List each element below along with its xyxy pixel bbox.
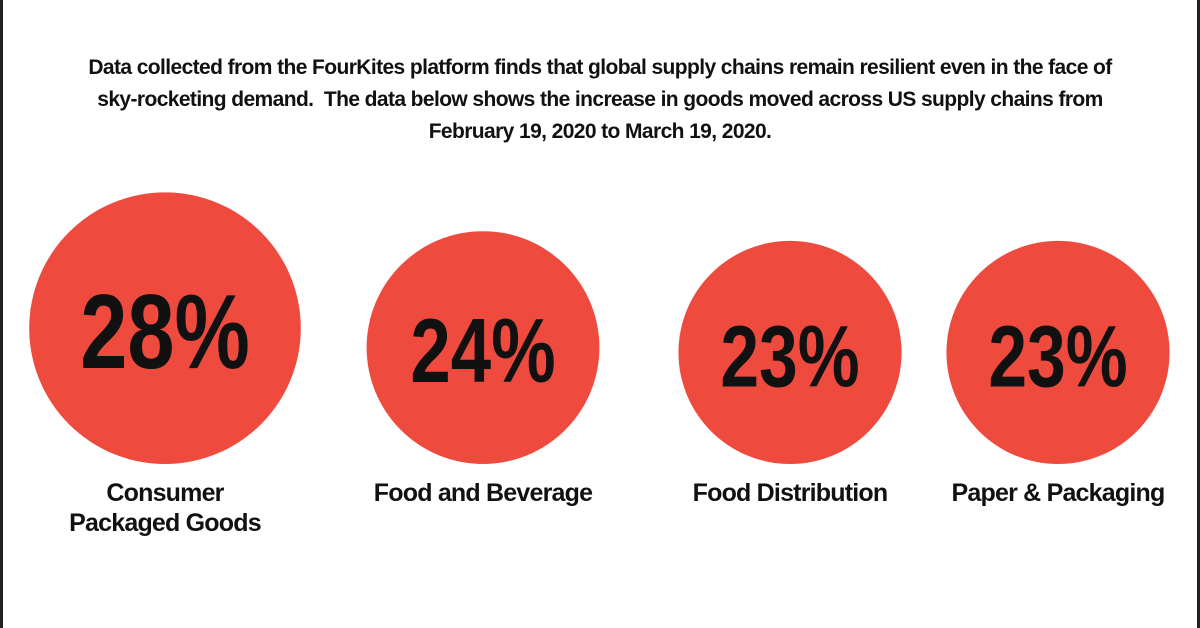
value-label: 23% bbox=[720, 308, 859, 405]
category-label: Consumer Packaged Goods bbox=[69, 479, 261, 537]
chart-title: Data collected from the FourKites platfo… bbox=[88, 56, 1117, 143]
bubble bbox=[678, 240, 902, 464]
category-label: Food and Beverage bbox=[373, 479, 593, 507]
value-label: 28% bbox=[80, 273, 250, 391]
bubble bbox=[366, 231, 600, 464]
value-label: 24% bbox=[410, 301, 555, 401]
category-label: Food Distribution bbox=[692, 479, 889, 507]
category-label: Paper & Packaging bbox=[951, 479, 1166, 507]
bubble bbox=[946, 240, 1170, 464]
value-label: 23% bbox=[988, 308, 1127, 405]
bubble bbox=[29, 192, 301, 464]
